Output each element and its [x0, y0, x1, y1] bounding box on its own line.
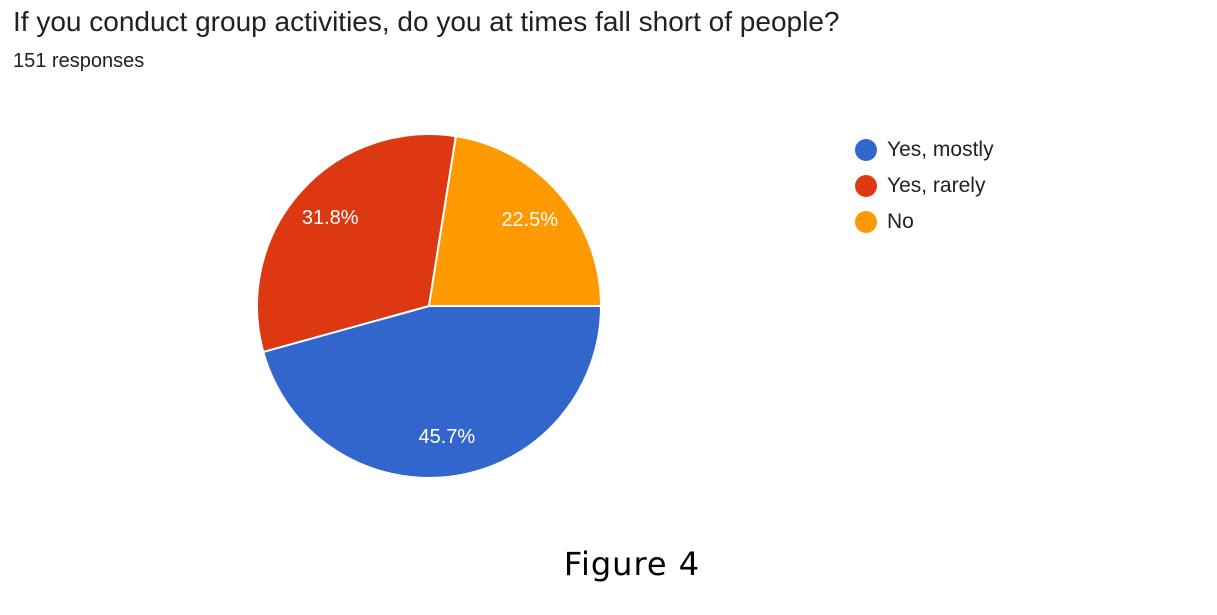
legend-label: Yes, rarely [887, 174, 986, 197]
pie-slice-no [427, 134, 603, 307]
legend-label: No [887, 210, 914, 233]
legend-swatch [855, 175, 877, 197]
legend-item: Yes, mostly [855, 132, 994, 168]
response-count: 151 responses [13, 50, 145, 72]
legend-item: Yes, rarely [855, 168, 994, 204]
pie-slice-yes-rarely [256, 133, 458, 354]
figure-caption: Figure 4 [563, 545, 701, 583]
legend-swatch [855, 139, 877, 161]
slice-label: 31.8% [302, 207, 359, 229]
slice-label: 45.7% [418, 426, 475, 448]
chart-legend: Yes, mostly Yes, rarely No [855, 132, 994, 240]
pie-slice-yes-mostly [262, 305, 603, 479]
slice-label: 22.5% [501, 209, 558, 231]
legend-swatch [855, 211, 877, 233]
chart-title: If you conduct group activities, do you … [13, 6, 840, 37]
legend-label: Yes, mostly [887, 138, 994, 161]
legend-item: No [855, 204, 994, 240]
